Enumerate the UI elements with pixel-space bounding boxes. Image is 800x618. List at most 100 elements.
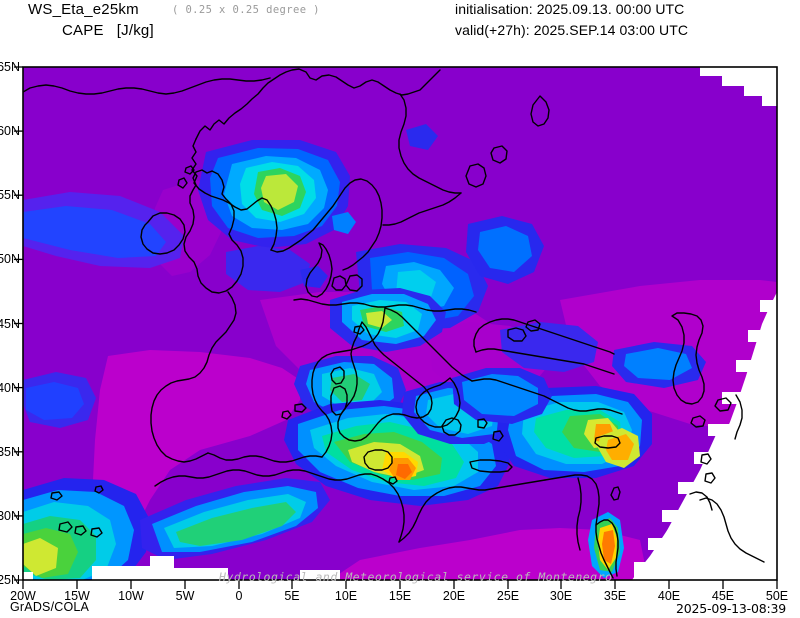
model-name: WS_Eta_e25km: [28, 1, 139, 18]
coastline-denmark: [305, 242, 333, 298]
coastline-scandinavia: [195, 68, 441, 140]
coastline-onega: [490, 145, 508, 164]
cape-band-cyan-caspian: [624, 348, 692, 380]
cape-band-yellowgreen-northsea: [261, 174, 298, 210]
cape-band-blue-atlantic-nw2: [23, 206, 166, 258]
coastline-island-sw2: [714, 397, 732, 412]
cape-band-cyan-aegean: [462, 374, 538, 416]
cape-band-yellow-adriatic: [366, 311, 392, 328]
coastline-africa-north: [154, 469, 405, 543]
no-data-mask-northeast: [700, 67, 777, 106]
y-tick-25N: 25N: [0, 573, 20, 587]
coastline-great-britain: [183, 169, 244, 294]
coastline-sardinia: [330, 385, 348, 416]
coastline-island-sw: [690, 415, 706, 428]
coastline-cyprus: [594, 435, 621, 449]
no-data-mask-stairs-southeast: [634, 300, 777, 580]
y-tick-65N: 65N: [0, 60, 20, 74]
coastline-denmark-islands: [331, 275, 347, 291]
cape-band-blue-atlantic-w2: [26, 382, 84, 420]
initialisation-time: initialisation: 2025.09.13. 00:00 UTC: [455, 1, 685, 17]
coastline-iceland: [23, 77, 271, 95]
x-tick-20E: 20E: [442, 589, 466, 603]
cape-band-orange-redsea: [602, 530, 615, 564]
cape-band-yellow-canary: [23, 538, 58, 576]
y-axis-ticks: [14, 66, 23, 581]
x-tick-15E: 15E: [388, 589, 412, 603]
y-tick-40N: 40N: [0, 381, 20, 395]
coastline-balearics: [294, 403, 307, 413]
coastline-france-med: [338, 307, 386, 353]
y-tick-60N: 60N: [0, 124, 20, 138]
coastline-azores-spot: [94, 485, 104, 494]
coastline-italy: [337, 321, 433, 442]
coastline-crete: [469, 459, 513, 473]
y-tick-55N: 55N: [0, 188, 20, 202]
coastline-redsea-west: [595, 519, 619, 577]
variable-and-units: CAPE [J/kg]: [62, 22, 154, 39]
x-tick-30E: 30E: [549, 589, 573, 603]
coastline-azov: [525, 319, 541, 332]
coastline-scotland-islands: [184, 165, 195, 175]
coastline-sicily: [363, 449, 393, 471]
cape-band-blue-channel: [226, 246, 310, 292]
coastline-crimea: [507, 327, 527, 342]
coastline-island-sw4: [704, 472, 716, 484]
y-tick-30N: 30N: [0, 509, 20, 523]
x-tick-40E: 40E: [657, 589, 681, 603]
coastline-arabia-red: [699, 497, 765, 563]
coastline-balearics-2: [281, 410, 292, 420]
coastline-madeira: [50, 491, 63, 501]
x-tick-10E: 10E: [334, 589, 358, 603]
coastline-corsica: [330, 366, 345, 385]
cape-band-blue-speck-3: [406, 124, 438, 150]
coastline-hebrides: [177, 177, 188, 189]
watermark-text: Hydrological and Meteorological service …: [219, 570, 613, 584]
model-resolution: ( 0.25 x 0.25 degree ): [172, 4, 320, 16]
coastline-iberia-south: [207, 452, 323, 463]
coastline-caspian: [671, 312, 705, 405]
x-tick-5W: 5W: [175, 589, 195, 603]
variable-units: [J/kg]: [116, 22, 154, 39]
chart-header: WS_Eta_e25km ( 0.25 x 0.25 degree ) CAPE…: [0, 0, 800, 52]
grads-credit: GrADS/COLA: [10, 600, 90, 614]
coastline-malta: [388, 476, 398, 485]
coastline-lake-alps: [353, 325, 365, 335]
coastline-adriatic-east: [384, 307, 473, 382]
coastline-france-atlantic: [150, 291, 237, 463]
coastline-baltic-sweden: [270, 178, 383, 271]
x-tick-45E: 45E: [711, 589, 735, 603]
coastline-deadsea: [610, 486, 621, 501]
cape-band-green-sidra: [176, 502, 296, 546]
coastline-aegean-islands: [477, 418, 488, 429]
coastline-canary-1: [58, 521, 73, 533]
no-data-mask-south-strip: [168, 568, 340, 580]
coastline-canary-3: [90, 527, 103, 538]
coastline-libya-sidra: [398, 479, 546, 543]
coastline-denmark-zealand: [345, 274, 363, 292]
coastline-iberia-med: [311, 351, 340, 458]
cape-band-orange-levant: [606, 434, 634, 460]
y-tick-50N: 50N: [0, 252, 20, 266]
x-tick-25E: 25E: [496, 589, 520, 603]
coastline-aegean-islands-2: [492, 430, 504, 442]
coastline-arabia-gulf: [734, 394, 743, 440]
coastline-ladoga: [465, 163, 487, 188]
cape-band-green-tyrrhenian: [330, 374, 370, 402]
x-tick-20W: 20W: [10, 589, 36, 603]
valid-time: valid(+27h): 2025.SEP.14 03:00 UTC: [455, 22, 689, 38]
coastline-gulf-finland: [382, 192, 462, 226]
generation-timestamp: 2025-09-13-08:39: [676, 601, 786, 616]
x-axis-ticks: [22, 580, 778, 589]
coastline-canary-2: [74, 525, 87, 536]
coastline-turkey-south: [471, 378, 623, 415]
coastline-nile: [576, 477, 582, 551]
variable-name: CAPE: [62, 22, 104, 39]
coastline-europe-north: [293, 298, 477, 313]
coastline-finland-gulf: [398, 93, 462, 194]
y-tick-45N: 45N: [0, 317, 20, 331]
x-tick-10W: 10W: [118, 589, 144, 603]
coastline-peloponnese: [441, 417, 462, 436]
